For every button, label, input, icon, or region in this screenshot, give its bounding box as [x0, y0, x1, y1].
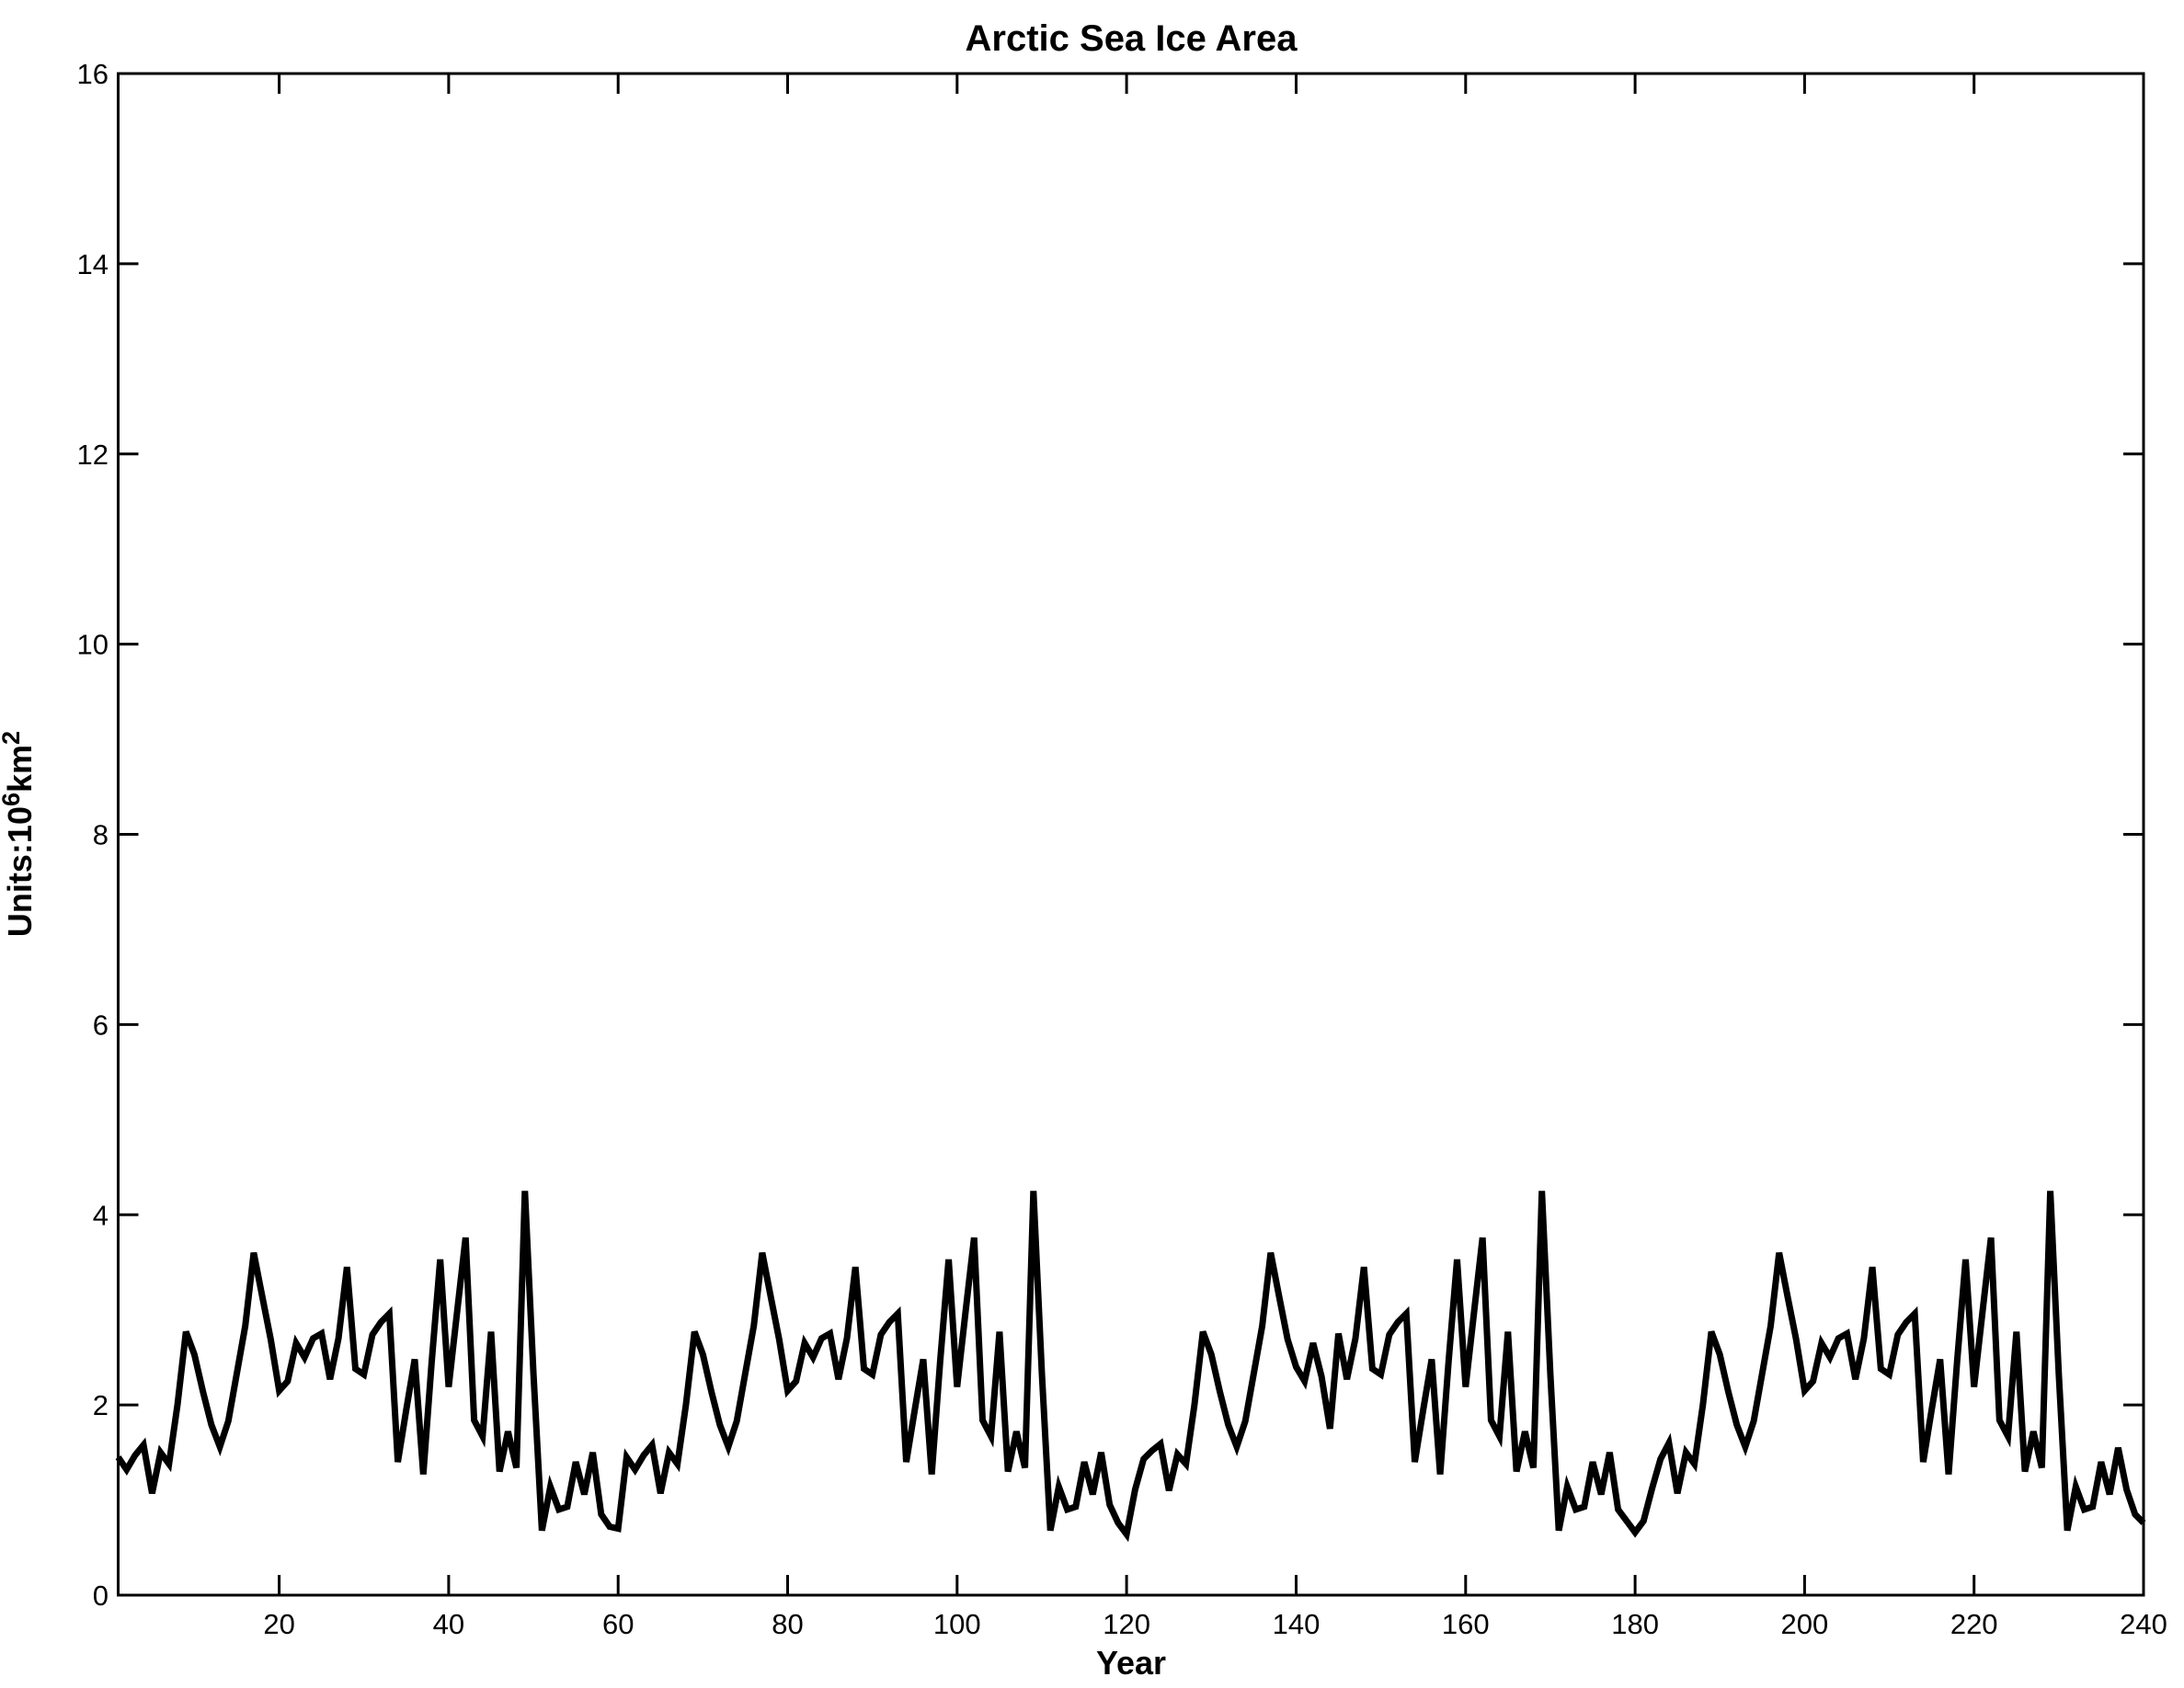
x-tick-label: 60	[602, 1608, 634, 1640]
x-tick-label: 80	[772, 1608, 803, 1640]
x-tick-label: 100	[933, 1608, 981, 1640]
y-axis-label: Units:106km2	[0, 731, 39, 937]
y-tick-label: 12	[77, 439, 109, 471]
plot-frame	[117, 72, 2145, 1597]
x-tick-label: 200	[1781, 1608, 1829, 1640]
x-tick-label: 120	[1103, 1608, 1150, 1640]
x-tick-labels: 20 40 60 80 100 120 140 160 180 200 220 240	[263, 1608, 2167, 1640]
data-series	[115, 1191, 2146, 1543]
x-axis-label: Year	[1096, 1644, 1166, 1682]
y-axis-label-sup1: 6	[0, 793, 25, 806]
y-axis-label-sup2: 2	[0, 731, 25, 745]
y-tick-label: 16	[77, 58, 109, 90]
x-tick-label: 40	[433, 1608, 464, 1640]
axis-ticks	[118, 72, 2145, 1597]
y-axis-label-base2: km	[1, 745, 39, 793]
y-tick-label: 6	[93, 1009, 109, 1041]
y-tick-label: 4	[93, 1199, 109, 1231]
y-axis-label-base1: Units:10	[1, 806, 39, 937]
sea-ice-area-line	[115, 1191, 2146, 1543]
y-tick-label: 14	[77, 248, 109, 280]
y-tick-label: 8	[93, 819, 109, 851]
x-tick-label: 160	[1442, 1608, 1490, 1640]
y-tick-label: 0	[93, 1580, 109, 1612]
y-tick-label: 2	[93, 1389, 109, 1421]
x-tick-label: 240	[2120, 1608, 2167, 1640]
y-tick-labels: 0 2 4 6 8 10 12 14 16	[77, 58, 109, 1612]
x-tick-label: 140	[1273, 1608, 1321, 1640]
x-tick-label: 180	[1611, 1608, 1659, 1640]
y-tick-label: 10	[77, 629, 109, 661]
chart-title: Arctic Sea Ice Area	[966, 18, 1298, 59]
x-tick-label: 20	[263, 1608, 294, 1640]
x-tick-label: 220	[1950, 1608, 1998, 1640]
